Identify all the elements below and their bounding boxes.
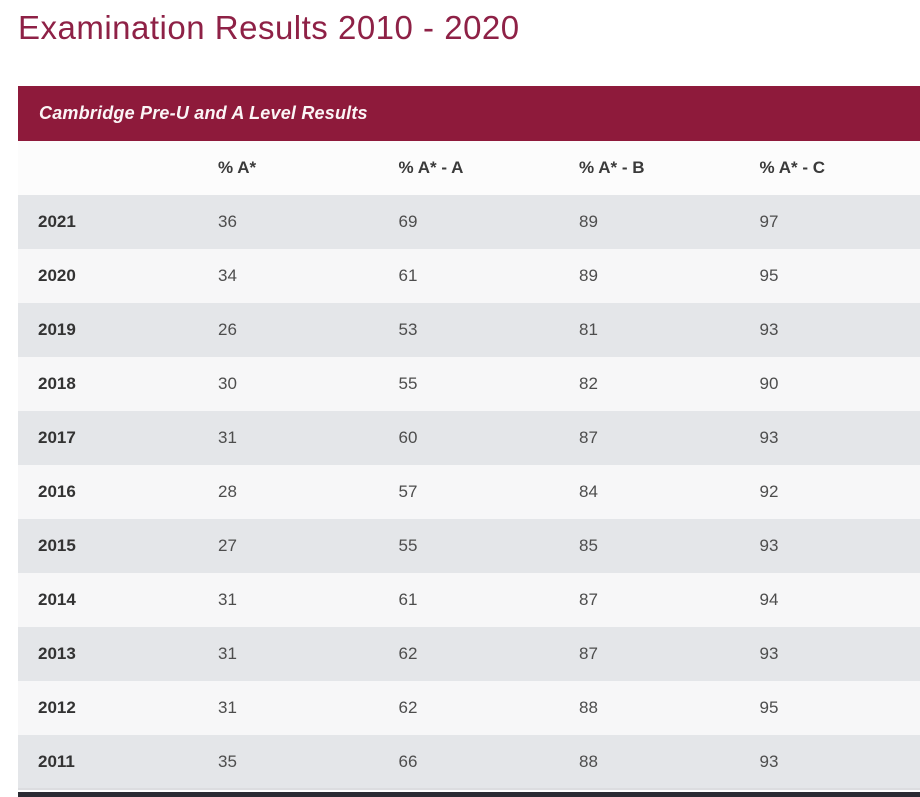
value-cell: 61 [379,573,560,627]
year-column-header [18,141,198,195]
value-cell: 94 [740,573,920,627]
value-cell: 81 [559,303,740,357]
value-cell: 69 [379,195,560,249]
value-cell: 60 [379,411,560,465]
value-cell: 61 [379,249,560,303]
value-cell: 62 [379,627,560,681]
value-cell: 84 [559,465,740,519]
bottom-rule [18,792,920,797]
value-cell: 53 [379,303,560,357]
value-cell: 34 [198,249,379,303]
value-cell: 55 [379,519,560,573]
value-cell: 87 [559,573,740,627]
column-header: % A* - B [559,141,740,195]
value-cell: 30 [198,357,379,411]
value-cell: 88 [559,681,740,735]
year-cell: 2015 [18,519,198,573]
table-caption: Cambridge Pre-U and A Level Results [39,103,368,124]
value-cell: 28 [198,465,379,519]
value-cell: 93 [740,303,920,357]
table-header: % A*% A* - A% A* - B% A* - C [18,141,920,195]
value-cell: 35 [198,735,379,789]
year-cell: 2013 [18,627,198,681]
year-cell: 2012 [18,681,198,735]
value-cell: 87 [559,411,740,465]
value-cell: 88 [559,735,740,789]
value-cell: 66 [379,735,560,789]
value-cell: 93 [740,411,920,465]
value-cell: 87 [559,627,740,681]
value-cell: 55 [379,357,560,411]
value-cell: 97 [740,195,920,249]
value-cell: 82 [559,357,740,411]
value-cell: 90 [740,357,920,411]
year-cell: 2018 [18,357,198,411]
results-table-section: Cambridge Pre-U and A Level Results % A*… [18,86,920,790]
column-header: % A* - A [379,141,560,195]
year-cell: 2011 [18,735,198,789]
value-cell: 31 [198,573,379,627]
value-cell: 57 [379,465,560,519]
value-cell: 93 [740,627,920,681]
value-cell: 93 [740,519,920,573]
value-cell: 92 [740,465,920,519]
value-cell: 36 [198,195,379,249]
value-cell: 31 [198,681,379,735]
column-header: % A* [198,141,379,195]
value-cell: 31 [198,411,379,465]
value-cell: 62 [379,681,560,735]
value-cell: 85 [559,519,740,573]
value-cell: 89 [559,195,740,249]
value-cell: 95 [740,249,920,303]
column-header: % A* - C [740,141,920,195]
value-cell: 89 [559,249,740,303]
value-cell: 93 [740,735,920,789]
table-caption-bar: Cambridge Pre-U and A Level Results [18,86,920,141]
year-cell: 2021 [18,195,198,249]
value-cell: 27 [198,519,379,573]
page-title: Examination Results 2010 - 2020 [18,8,920,48]
year-cell: 2017 [18,411,198,465]
year-cell: 2016 [18,465,198,519]
year-cell: 2019 [18,303,198,357]
value-cell: 26 [198,303,379,357]
year-cell: 2014 [18,573,198,627]
year-cell: 2020 [18,249,198,303]
value-cell: 31 [198,627,379,681]
value-cell: 95 [740,681,920,735]
